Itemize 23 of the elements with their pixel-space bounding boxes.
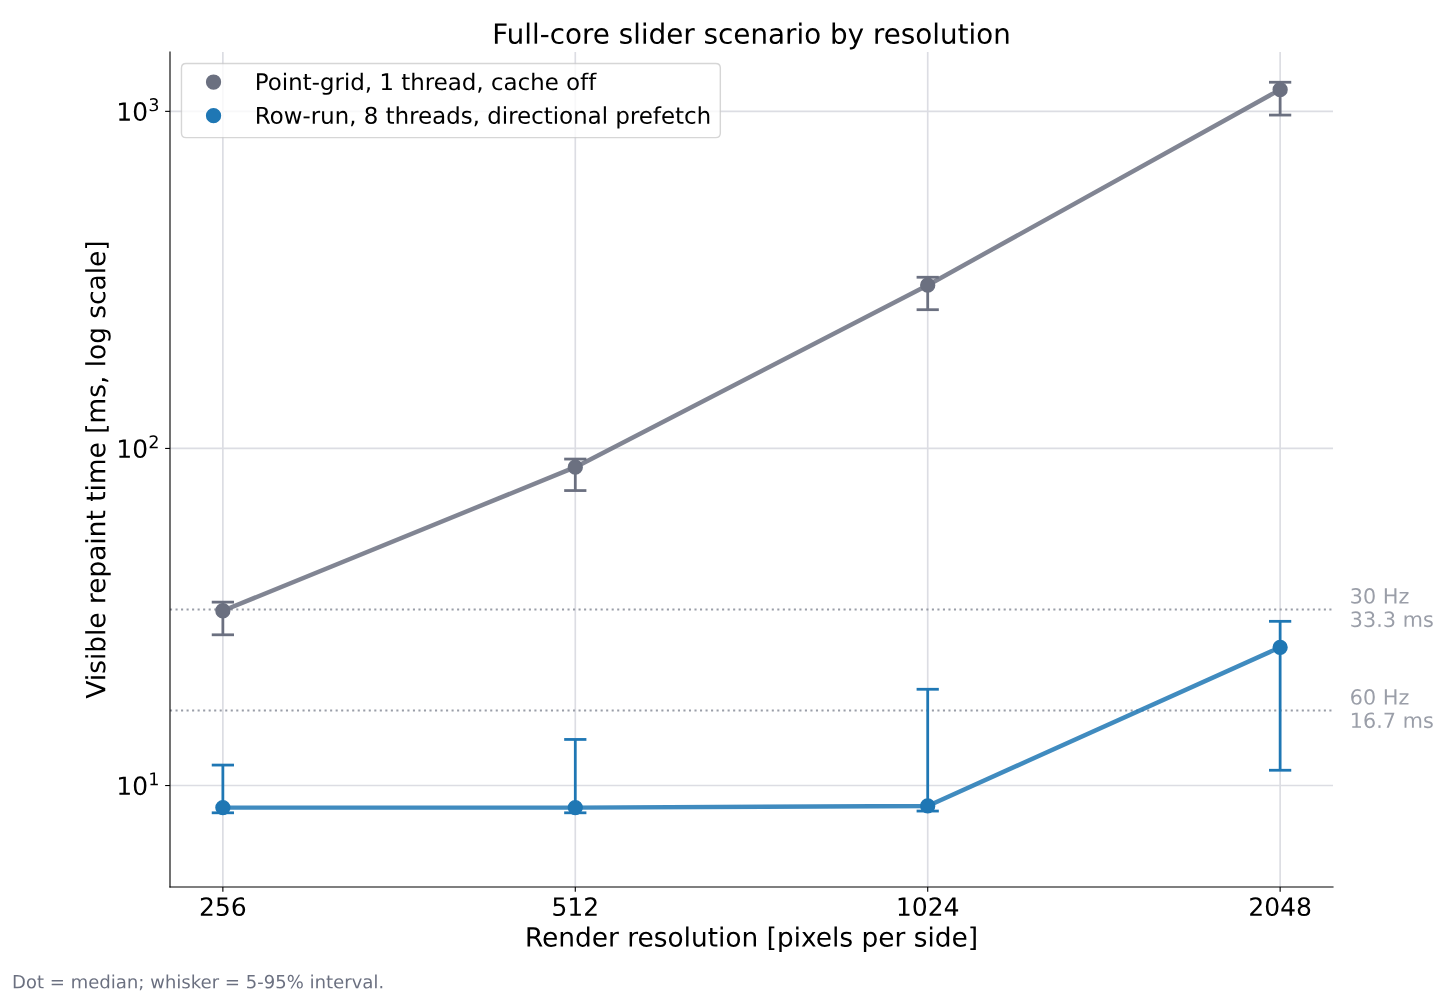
point [920, 277, 936, 293]
legend-label: Row-run, 8 threads, directional prefetch [257, 106, 710, 129]
x-tick-label: 256 [200, 897, 246, 917]
chart-title: Full-core slider scenario by resolution [494, 22, 1009, 50]
text: Dot = median; whisker = 5-95% interval. [13, 974, 383, 991]
y-tick-label: 10$^{1}$ [119, 772, 158, 796]
x-tick-label: 2048 [1250, 897, 1311, 917]
y-tick-label: 10$^{2}$ [119, 435, 158, 459]
y-tick-label: 10$^{3}$ [119, 98, 159, 122]
point [567, 459, 583, 475]
ref-line-label: 30 Hz 33.3 ms [1351, 588, 1433, 628]
point [567, 799, 583, 816]
point [1272, 81, 1288, 98]
x-tick-label: 512 [553, 897, 597, 917]
legend-label: Point-grid, 1 thread, cache off [257, 72, 597, 95]
point [215, 799, 231, 816]
x-tick-label: 1024 [898, 897, 959, 917]
ref-line-label: 60 Hz 16.7 ms [1351, 689, 1433, 729]
point [1272, 639, 1288, 655]
y-axis-title: Visible repaint time [ms, log scale] [85, 242, 111, 699]
point [215, 603, 231, 619]
point [920, 798, 936, 814]
x-axis-title: Render resolution [pixels per side] [527, 926, 976, 953]
